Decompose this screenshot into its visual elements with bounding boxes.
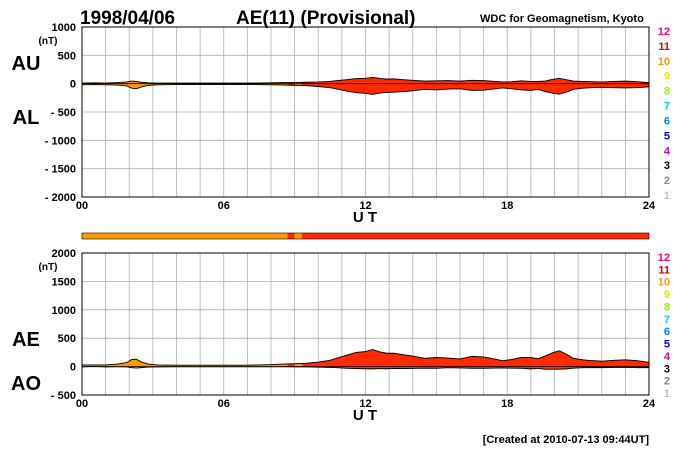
y-tick-label: - 500 [51,390,76,402]
area-segment-11-stations [287,349,295,370]
area-segment-10-stations [82,349,288,370]
au-al-x-tick-labels: 00 06 12 18 24 [76,200,656,212]
area-segment-11-stations [301,349,649,370]
ae-ao-x-axis-label: U T [353,407,377,424]
y-tick-label: 500 [58,50,76,62]
ae-ao-grid [82,252,649,396]
data-source: WDC for Geomagnetism, Kyoto [480,13,644,25]
series-au [81,76,650,84]
station-count-6: 6 [664,326,670,338]
plot-title: AE(11) (Provisional) [236,8,416,29]
station-count-12: 12 [658,252,670,264]
au-al-grid [82,26,649,198]
plot-date: 1998/04/06 [80,8,175,29]
area-segment-10-stations [294,349,302,370]
station-count-5: 5 [664,130,670,142]
station-count-9: 9 [664,71,670,83]
x-tick-label: 00 [76,398,88,410]
al-label: AL [13,107,40,129]
station-count-6: 6 [664,115,670,127]
y-tick-label: 1000 [52,305,76,317]
creation-timestamp: [Created at 2010-07-13 09:44UT] [483,434,650,446]
x-tick-label: 00 [76,200,88,212]
station-bar-segment [301,233,649,239]
station-count-5: 5 [664,339,670,351]
au-al-y-tick-labels: 1000 500 0 - 500 - 1000 - 1500 - 2000 [45,22,76,204]
ae-ao-unit: (nT) [39,262,58,273]
x-tick-label: 06 [218,398,230,410]
station-count-8: 8 [664,301,670,313]
station-count-bar [81,232,650,240]
au-al-x-axis-label: U T [353,209,377,226]
ae-ao-traces [81,349,650,370]
station-count-4: 4 [664,145,671,157]
au-al-unit: (nT) [39,36,58,47]
series-al [81,84,650,95]
station-count-3: 3 [664,363,670,375]
station-bar-segment [287,233,295,239]
y-tick-label: - 1000 [45,135,76,147]
x-tick-label: 06 [218,200,230,212]
y-tick-label: 1000 [52,22,76,34]
y-tick-label: 2000 [52,248,76,260]
y-tick-label: 0 [70,362,76,374]
y-tick-label: 1500 [52,276,76,288]
au-al-frame [81,26,650,198]
station-count-12: 12 [658,26,670,38]
au-al-station-count-scale: 12 11 10 9 8 7 6 5 4 3 2 1 [658,26,671,202]
station-count-8: 8 [664,86,670,98]
station-bar-segment [294,233,302,239]
x-tick-label: 12 [359,398,371,410]
station-count-3: 3 [664,160,670,172]
x-tick-label: 24 [643,200,656,212]
y-tick-label: 0 [70,79,76,91]
station-count-4: 4 [664,351,671,363]
ae-label: AE [12,329,40,351]
ae-ao-x-tick-labels: 00 06 12 18 24 [76,398,656,410]
station-count-10: 10 [658,277,670,289]
series-ae [82,349,650,366]
y-tick-label: - 2000 [45,192,76,204]
station-bar-frame [81,232,650,240]
station-count-1: 1 [664,190,670,202]
x-tick-label: 12 [359,200,371,212]
area-segment-11-stations [301,77,649,95]
station-count-11: 11 [658,264,670,276]
station-count-7: 7 [664,101,670,113]
station-bar-segment [82,233,288,239]
station-count-11: 11 [658,41,670,53]
ae-ao-frame [81,252,650,396]
x-tick-label: 24 [643,398,656,410]
au-al-traces [81,76,650,95]
station-count-10: 10 [658,56,670,68]
y-tick-label: 500 [58,333,76,345]
y-tick-label: - 1500 [45,164,76,176]
station-count-7: 7 [664,314,670,326]
y-tick-label: - 500 [51,107,76,119]
station-count-2: 2 [664,175,670,187]
x-tick-label: 18 [501,398,513,410]
au-label: AU [12,53,41,75]
ae-ao-y-tick-labels: 2000 1500 1000 500 0 - 500 [51,248,76,402]
x-tick-label: 18 [501,200,513,212]
ao-label: AO [11,373,41,395]
station-count-2: 2 [664,376,670,388]
station-count-1: 1 [664,388,670,400]
series-ao [81,366,649,370]
station-count-9: 9 [664,289,670,301]
